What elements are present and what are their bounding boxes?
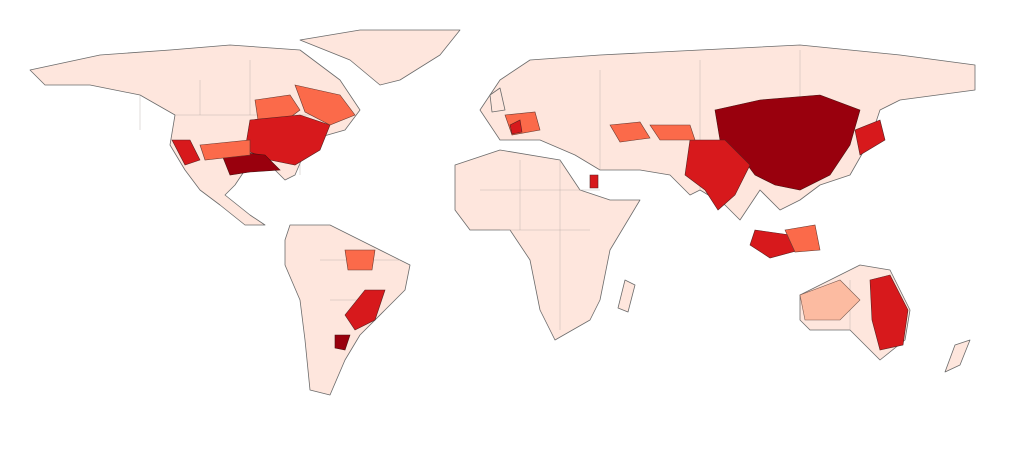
new-zealand <box>945 340 970 372</box>
africa <box>455 150 640 340</box>
land-masses <box>30 30 975 395</box>
region <box>345 250 375 270</box>
region <box>590 175 598 188</box>
madagascar <box>618 280 635 312</box>
